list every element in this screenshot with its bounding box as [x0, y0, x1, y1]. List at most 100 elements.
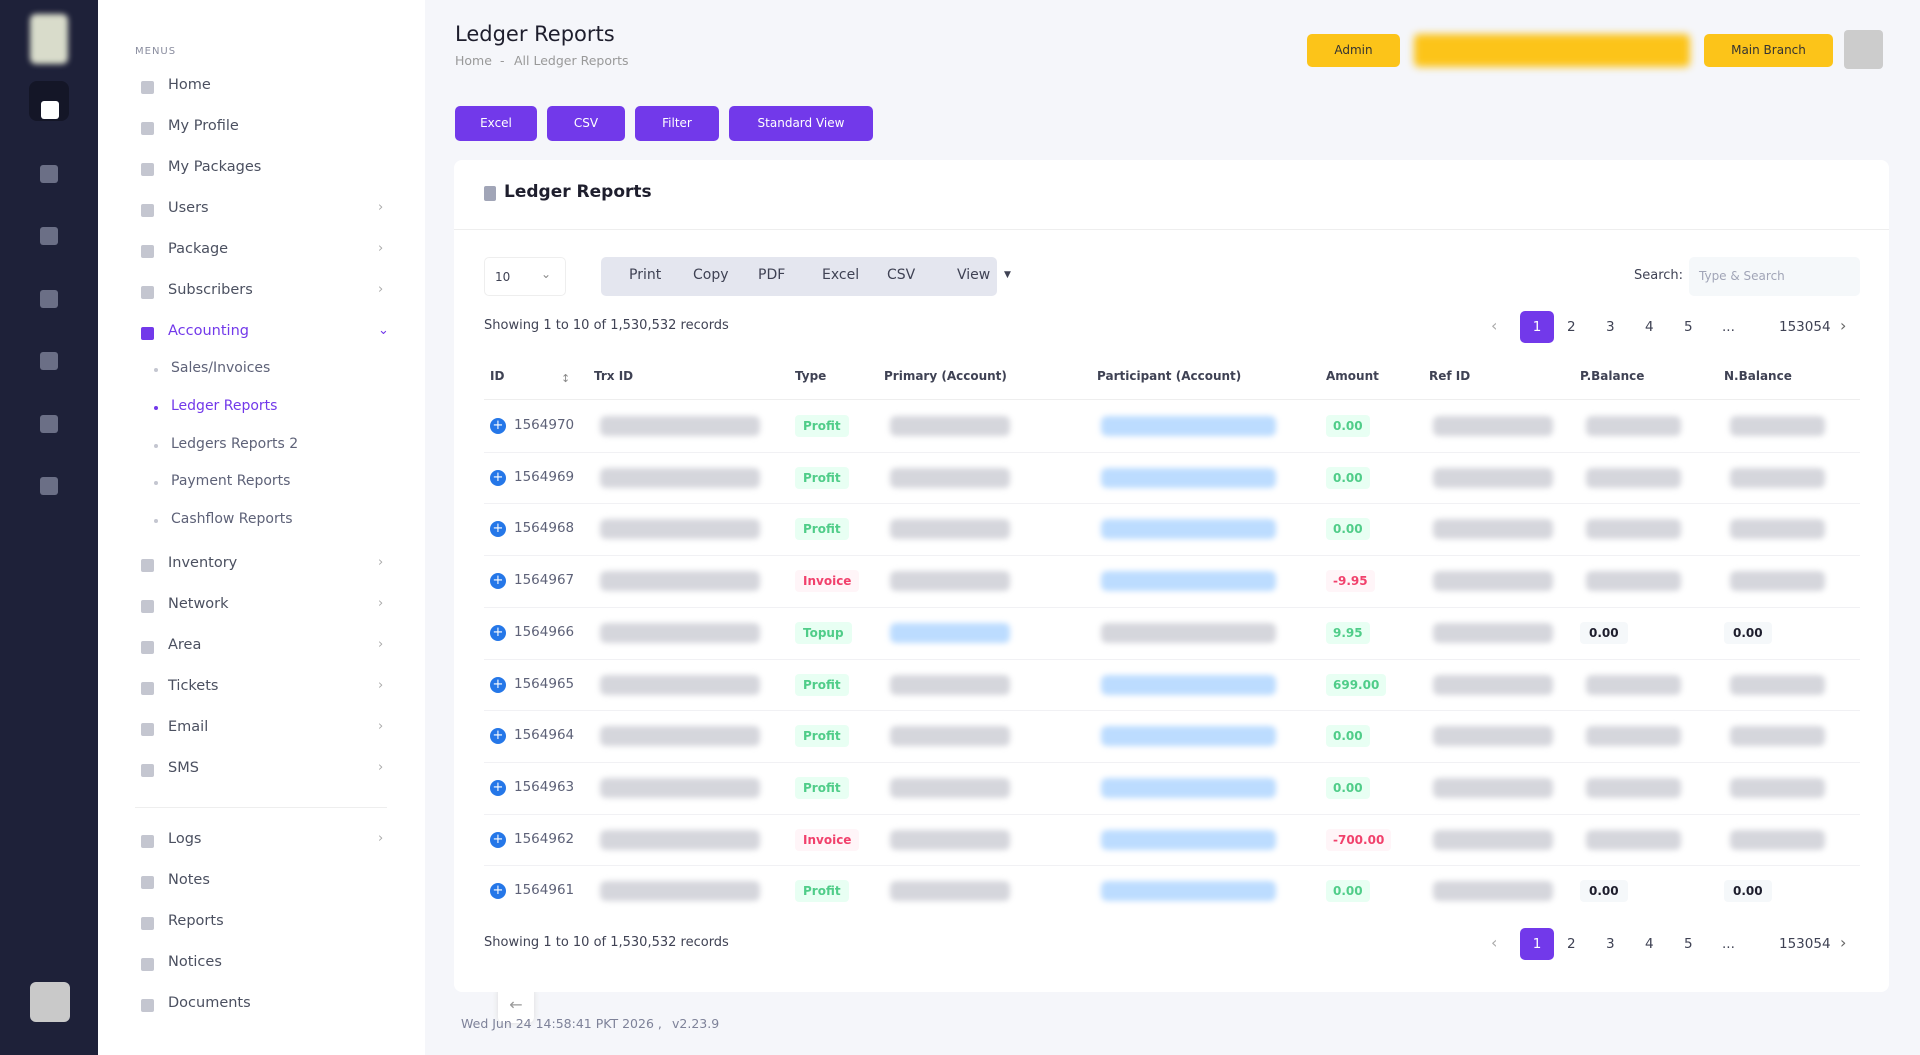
- row-divider: [484, 503, 1860, 505]
- expand-button[interactable]: +: [490, 418, 506, 434]
- page-link[interactable]: 153054: [1779, 936, 1831, 952]
- balance-badge: 0.00: [1580, 880, 1628, 903]
- menu-item[interactable]: Inventory: [168, 555, 238, 571]
- action-button[interactable]: Standard View: [729, 106, 873, 141]
- length-select[interactable]: 10 ⌄: [484, 257, 566, 296]
- submenu-bullet: [154, 519, 158, 524]
- expand-button[interactable]: +: [490, 779, 506, 796]
- expand-button[interactable]: +: [490, 676, 506, 693]
- submenu-item[interactable]: Ledger Reports: [171, 397, 278, 414]
- avatar[interactable]: [1844, 30, 1883, 69]
- expand-button[interactable]: +: [490, 728, 506, 745]
- menu-icon: [141, 835, 154, 848]
- menu-item[interactable]: Notices: [168, 954, 222, 970]
- menu-item[interactable]: Email: [168, 719, 209, 735]
- tool-button[interactable]: Print: [629, 267, 662, 283]
- blurred-cell: [1101, 829, 1276, 850]
- menu-item[interactable]: Home: [168, 77, 211, 93]
- admin-button[interactable]: Admin: [1307, 34, 1400, 67]
- tool-button[interactable]: PDF: [758, 267, 786, 283]
- rail-icon[interactable]: [40, 477, 58, 495]
- tool-button[interactable]: View: [957, 267, 991, 283]
- menu-item[interactable]: Notes: [168, 872, 210, 888]
- page-next[interactable]: ›: [1840, 933, 1847, 952]
- view-caret: ▼: [1004, 270, 1011, 280]
- page-link[interactable]: 2: [1567, 936, 1576, 952]
- blurred-cell: [1433, 467, 1553, 488]
- menu-item[interactable]: My Packages: [168, 159, 262, 175]
- menu-item[interactable]: Area: [168, 637, 202, 653]
- submenu-item[interactable]: Ledgers Reports 2: [171, 435, 299, 452]
- rail-icon[interactable]: [41, 101, 59, 119]
- rail-icon[interactable]: [40, 165, 58, 183]
- action-button[interactable]: Excel: [455, 106, 537, 141]
- blurred-cell: [1433, 416, 1553, 436]
- page-link[interactable]: 4: [1645, 936, 1654, 952]
- blurred-cell: [890, 829, 1010, 850]
- branch-button[interactable]: Main Branch: [1704, 34, 1833, 67]
- menu-item[interactable]: Subscribers: [168, 282, 253, 298]
- menu-item[interactable]: Reports: [168, 913, 224, 929]
- action-button[interactable]: CSV: [547, 106, 625, 141]
- menu-item[interactable]: SMS: [168, 760, 199, 776]
- page-next[interactable]: ›: [1840, 316, 1847, 335]
- blurred-cell: [1730, 416, 1825, 436]
- page-prev[interactable]: ‹: [1491, 316, 1498, 335]
- page-prev[interactable]: ‹: [1491, 933, 1498, 952]
- expand-button[interactable]: +: [490, 521, 506, 538]
- collapse-button[interactable]: ←: [498, 987, 534, 1023]
- page-link[interactable]: 1: [1520, 311, 1554, 343]
- tool-button[interactable]: Excel: [822, 267, 860, 283]
- search-input[interactable]: Type & Search: [1689, 257, 1860, 296]
- chevron: ›: [378, 555, 384, 570]
- page-link[interactable]: 5: [1684, 936, 1693, 952]
- tool-button[interactable]: Copy: [693, 267, 729, 283]
- action-button[interactable]: Filter: [635, 106, 719, 141]
- blurred-cell: [1730, 674, 1825, 695]
- page-link[interactable]: ...: [1722, 319, 1735, 335]
- page-link[interactable]: 5: [1684, 319, 1693, 335]
- page-link[interactable]: 3: [1606, 319, 1615, 335]
- page-link[interactable]: 153054: [1779, 319, 1831, 335]
- menu-item[interactable]: Documents: [168, 995, 251, 1011]
- blurred-cell: [1101, 571, 1276, 592]
- menu-item[interactable]: Tickets: [168, 678, 219, 694]
- menu-item[interactable]: Accounting: [168, 323, 249, 339]
- blurred-cell: [600, 829, 760, 850]
- menu-item[interactable]: Network: [168, 596, 229, 612]
- row-divider: [484, 813, 1860, 815]
- menu-item[interactable]: Users: [168, 200, 209, 216]
- rail-icon[interactable]: [40, 352, 58, 370]
- page-link[interactable]: 1: [1520, 928, 1554, 960]
- select-caret: ⌄: [541, 267, 552, 281]
- submenu-item[interactable]: Sales/Invoices: [171, 360, 271, 376]
- blurred-cell: [1586, 519, 1681, 540]
- column-header: P.Balance: [1580, 369, 1645, 383]
- expand-button[interactable]: +: [490, 624, 506, 641]
- menu-item[interactable]: Logs: [168, 831, 202, 847]
- page-link[interactable]: 2: [1567, 319, 1576, 335]
- rail-icon[interactable]: [40, 415, 58, 433]
- menu-item[interactable]: Package: [168, 241, 229, 257]
- expand-button[interactable]: +: [490, 883, 506, 900]
- user-avatar[interactable]: [30, 982, 70, 1022]
- row-id: 1564961: [514, 882, 575, 899]
- rail-icon[interactable]: [40, 290, 58, 308]
- blurred-cell: [890, 726, 1010, 747]
- expand-button[interactable]: +: [490, 573, 506, 590]
- page-link[interactable]: ...: [1722, 936, 1735, 952]
- breadcrumb[interactable]: Home: [455, 53, 492, 68]
- page-link[interactable]: 4: [1645, 319, 1654, 335]
- row-id: 1564968: [514, 520, 575, 537]
- breadcrumb[interactable]: All Ledger Reports: [514, 53, 629, 68]
- rail-icon[interactable]: [40, 227, 58, 245]
- blurred-cell: [890, 777, 1010, 798]
- submenu-item[interactable]: Payment Reports: [171, 473, 291, 490]
- tool-button[interactable]: CSV: [887, 267, 916, 283]
- expand-button[interactable]: +: [490, 469, 506, 486]
- expand-button[interactable]: +: [490, 831, 506, 848]
- page-link[interactable]: 3: [1606, 936, 1615, 952]
- submenu-item[interactable]: Cashflow Reports: [171, 511, 293, 528]
- menu-item[interactable]: My Profile: [168, 118, 239, 134]
- blurred-button[interactable]: [1414, 34, 1690, 67]
